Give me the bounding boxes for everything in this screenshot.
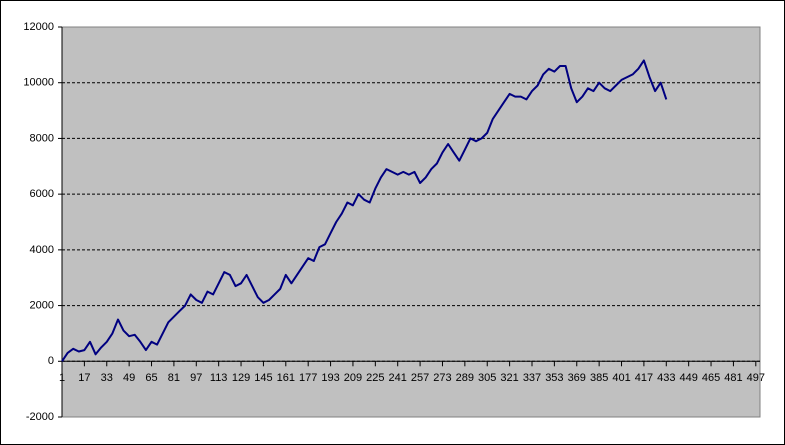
x-tick-label: 193	[321, 372, 339, 384]
x-tick-label: 401	[612, 372, 630, 384]
x-tick-label: 161	[277, 372, 295, 384]
x-tick-label: 129	[232, 372, 250, 384]
x-tick-label: 1	[59, 372, 65, 384]
plot-area	[61, 26, 761, 418]
x-tick-label: 385	[590, 372, 608, 384]
x-tick-label: 113	[210, 372, 228, 384]
x-tick-label: 273	[433, 372, 451, 384]
x-tick-label: 225	[366, 372, 384, 384]
data-line	[61, 59, 668, 362]
x-tick-label: 209	[344, 372, 362, 384]
x-tick-label: 17	[78, 372, 90, 384]
x-tick-label: 481	[724, 372, 742, 384]
x-tick-label: 81	[168, 372, 180, 384]
x-tick-label: 97	[190, 372, 202, 384]
x-tick-label: 289	[456, 372, 474, 384]
x-tick-label: 353	[545, 372, 563, 384]
x-tick-label: 145	[254, 372, 272, 384]
y-tick-label: 12000	[23, 21, 54, 33]
x-tick-label: 177	[299, 372, 317, 384]
x-tick-label: 321	[500, 372, 518, 384]
x-tick-label: 305	[478, 372, 496, 384]
x-tick-label: 497	[747, 372, 765, 384]
y-tick-label: 10000	[23, 77, 54, 89]
x-tick-label: 449	[679, 372, 697, 384]
y-tick-label: -2000	[26, 411, 54, 423]
x-tick-label: 33	[101, 372, 113, 384]
y-tick-label: 4000	[30, 244, 54, 256]
x-tick-label: 49	[123, 372, 135, 384]
y-tick-label: 6000	[30, 188, 54, 200]
x-tick-label: 369	[568, 372, 586, 384]
x-tick-label: 417	[635, 372, 653, 384]
x-tick-label: 337	[523, 372, 541, 384]
x-tick-label: 65	[145, 372, 157, 384]
x-tick-label: 465	[702, 372, 720, 384]
x-tick-label: 433	[657, 372, 675, 384]
x-tick-label: 241	[389, 372, 407, 384]
y-tick-label: 0	[48, 355, 54, 367]
y-tick-label: 8000	[30, 132, 54, 144]
x-tick-label: 257	[411, 372, 429, 384]
y-tick-label: 2000	[30, 299, 54, 311]
